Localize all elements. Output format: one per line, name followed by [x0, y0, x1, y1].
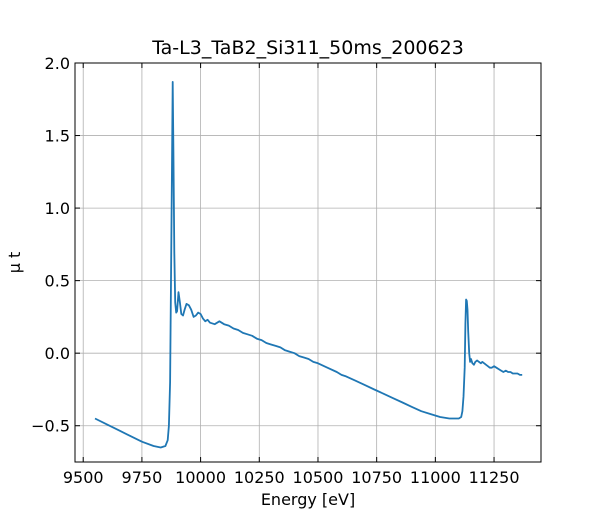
x-tick-label: 11000	[410, 468, 461, 487]
y-tick-label: −0.5	[31, 417, 70, 436]
x-axis-label: Energy [eV]	[261, 490, 355, 509]
ticks: 9500 9750 10000 10250 10500 10750 11000 11250 −0…	[31, 54, 541, 487]
series-line	[94, 81, 523, 449]
grid	[75, 62, 541, 462]
plot-frame	[74, 62, 542, 463]
x-tick-label: 11250	[469, 468, 520, 487]
y-tick-label: 2.0	[45, 54, 70, 73]
x-tick-label: 10500	[293, 468, 344, 487]
x-tick-label: 10750	[351, 468, 402, 487]
x-tick-label: 10250	[234, 468, 285, 487]
x-tick-label: 9500	[63, 468, 104, 487]
y-tick-label: 0.5	[45, 272, 70, 291]
series-layer	[94, 81, 523, 449]
y-tick-label: 1.5	[45, 127, 70, 146]
chart-title: Ta-L3_TaB2_Si311_50ms_200623	[151, 37, 464, 59]
x-tick-label: 9750	[122, 468, 163, 487]
x-tick-label: 10000	[175, 468, 226, 487]
y-tick-label: 0.0	[45, 344, 70, 363]
y-tick-label: 1.0	[45, 199, 70, 218]
y-axis-label: μ t	[5, 252, 24, 274]
